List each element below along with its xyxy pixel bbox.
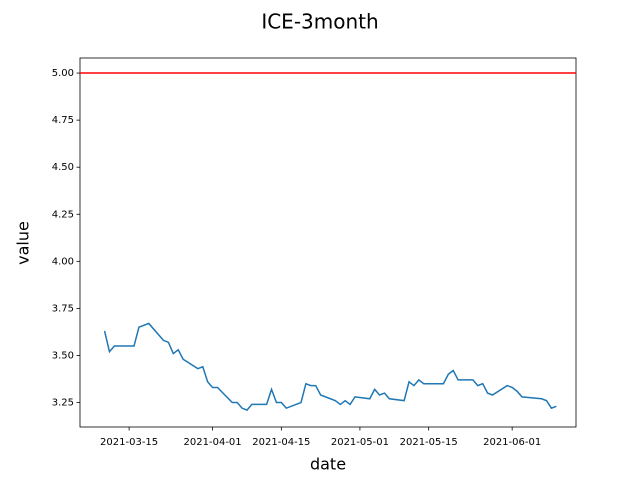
y-tick-label: 3.25 (52, 398, 74, 409)
y-tick-label: 4.50 (52, 162, 74, 173)
x-tick-label: 2021-04-15 (252, 437, 310, 448)
y-tick-label: 4.75 (52, 115, 74, 126)
y-tick-label: 3.75 (52, 303, 74, 314)
plot-frame (79, 57, 577, 428)
data-line (103, 322, 557, 411)
x-tick-label: 2021-03-15 (100, 437, 158, 448)
x-axis-label: date (310, 455, 346, 474)
y-tick-label: 3.50 (52, 350, 74, 361)
y-tick-label: 4.00 (52, 256, 74, 267)
x-tick-label: 2021-05-15 (400, 437, 458, 448)
y-tick-label: 5.00 (52, 68, 74, 79)
x-tick-label: 2021-04-01 (184, 437, 242, 448)
y-tick-label: 4.25 (52, 209, 74, 220)
x-tick-label: 2021-05-01 (331, 437, 389, 448)
x-tick-label: 2021-06-01 (483, 437, 541, 448)
chart-title: ICE-3month (261, 10, 378, 34)
y-axis-label: value (14, 221, 33, 265)
